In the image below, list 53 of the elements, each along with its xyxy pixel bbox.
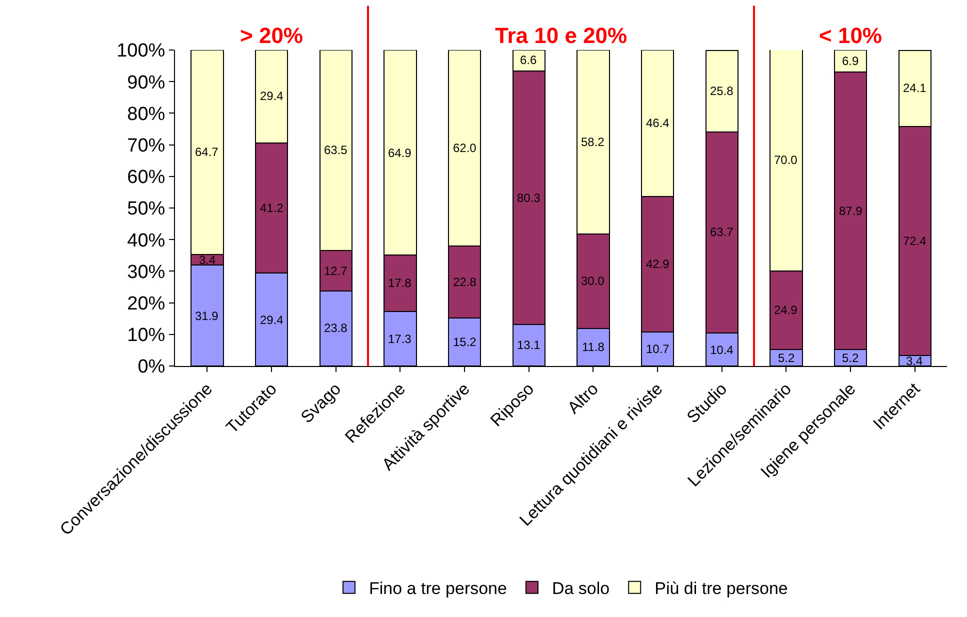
y-tick-label: 10% bbox=[127, 325, 166, 346]
data-label: 30.0 bbox=[581, 274, 605, 288]
data-label: 29.4 bbox=[260, 313, 284, 327]
data-label: 70.0 bbox=[774, 153, 798, 167]
data-label: 80.3 bbox=[517, 191, 541, 205]
data-label: 64.7 bbox=[195, 145, 219, 159]
data-label: 31.9 bbox=[195, 309, 219, 323]
data-label: 87.9 bbox=[839, 204, 863, 218]
y-tick-label: 100% bbox=[116, 40, 166, 62]
data-label: 15.2 bbox=[453, 335, 477, 349]
data-label: 17.3 bbox=[388, 332, 412, 346]
data-label: 63.5 bbox=[324, 143, 348, 157]
y-tick-label: 50% bbox=[127, 198, 166, 220]
data-label: 11.8 bbox=[582, 340, 605, 354]
data-label: 17.8 bbox=[388, 276, 412, 290]
y-tick-label: 80% bbox=[127, 104, 166, 125]
data-label: 10.4 bbox=[710, 343, 734, 357]
data-label: 41.2 bbox=[260, 201, 284, 215]
legend-label: Da solo bbox=[552, 579, 610, 598]
data-label: 42.9 bbox=[646, 257, 670, 271]
data-label: 72.4 bbox=[903, 234, 927, 248]
legend-label: Più di tre persone bbox=[654, 579, 788, 598]
legend-label: Fino a tre persone bbox=[369, 579, 507, 598]
data-label: 24.9 bbox=[774, 303, 798, 317]
data-label: 5.2 bbox=[778, 351, 796, 365]
data-label: 12.7 bbox=[324, 264, 348, 278]
text: > 20% bbox=[240, 23, 303, 48]
data-label: 63.7 bbox=[710, 225, 734, 239]
text: Tra 10 e 20% bbox=[495, 23, 628, 48]
data-label: 25.8 bbox=[710, 84, 734, 98]
data-label: 23.8 bbox=[324, 321, 348, 335]
y-tick-label: 0% bbox=[138, 356, 166, 378]
data-label: 3.4 bbox=[906, 354, 924, 368]
data-label: 5.2 bbox=[842, 351, 860, 365]
y-tick-label: 20% bbox=[127, 293, 166, 314]
y-tick-label: 70% bbox=[127, 135, 166, 156]
y-tick-label: 90% bbox=[127, 72, 166, 94]
data-label: 3.4 bbox=[199, 253, 216, 267]
text: < 10% bbox=[819, 23, 882, 48]
data-label: 62.0 bbox=[453, 141, 477, 155]
data-label: 10.7 bbox=[646, 342, 670, 356]
data-label: 58.2 bbox=[581, 135, 605, 149]
data-label: 64.9 bbox=[388, 146, 412, 160]
data-label: 22.8 bbox=[453, 275, 477, 289]
data-label: 6.9 bbox=[842, 54, 860, 68]
data-label: 29.4 bbox=[260, 89, 284, 103]
y-tick-label: 40% bbox=[127, 230, 166, 252]
y-tick-label: 30% bbox=[127, 262, 166, 283]
data-label: 13.1 bbox=[517, 338, 541, 352]
data-label: 6.6 bbox=[520, 53, 538, 67]
data-label: 24.1 bbox=[903, 81, 927, 95]
data-label: 46.4 bbox=[646, 116, 670, 130]
y-tick-label: 60% bbox=[127, 167, 166, 188]
